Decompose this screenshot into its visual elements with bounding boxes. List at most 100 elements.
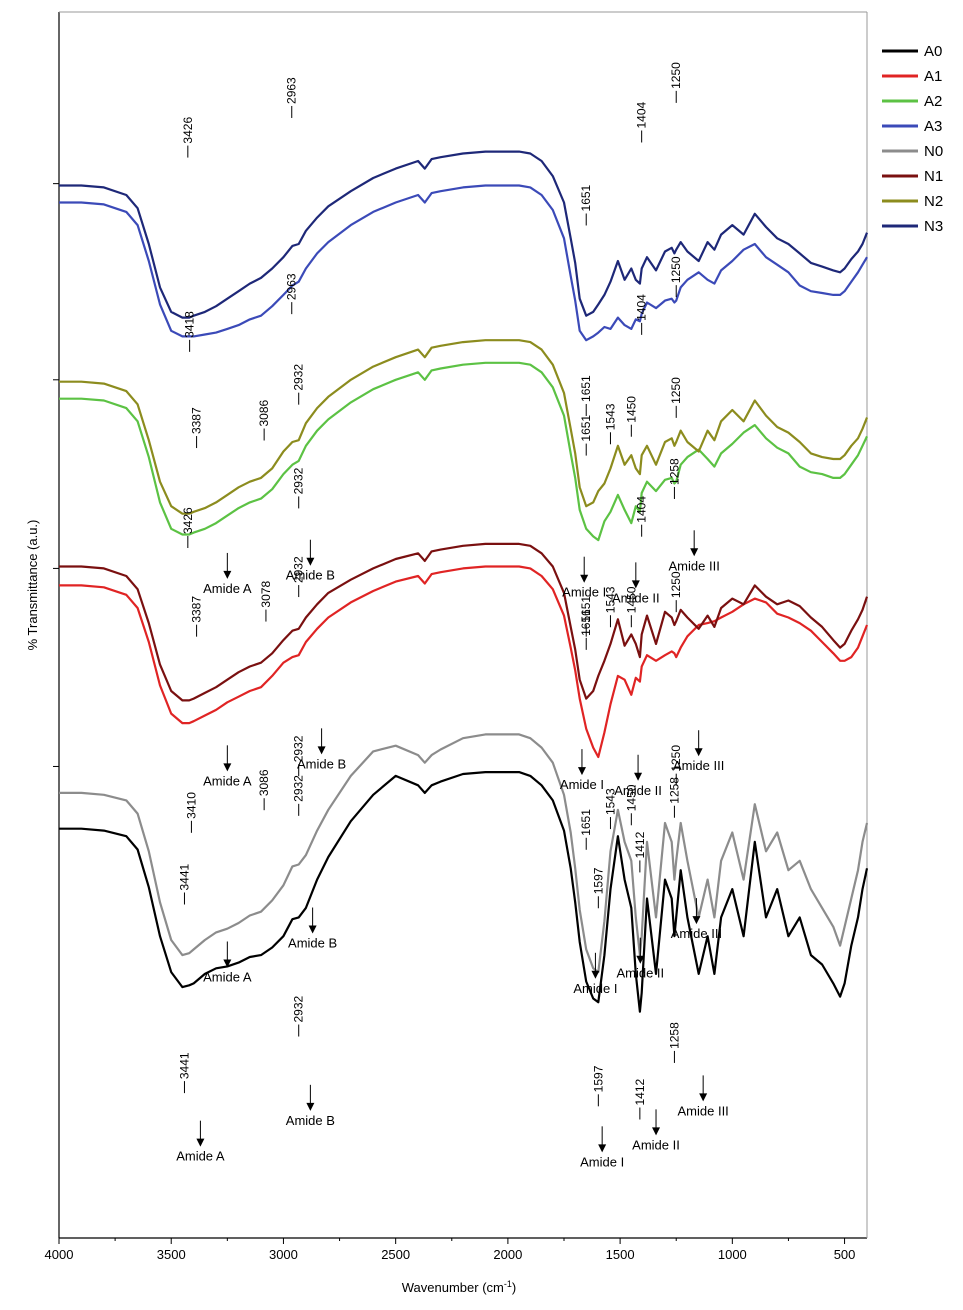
peak-label: 1250 <box>669 571 683 598</box>
amide-arrow-head <box>306 557 315 566</box>
amide-label: Amide I <box>562 585 606 600</box>
x-axis-title: Wavenumber (cm-1) <box>402 1279 516 1295</box>
series-line-n2 <box>59 339 869 515</box>
amide-label: Amide III <box>669 558 720 573</box>
peak-label: 1450 <box>624 586 638 613</box>
x-tick-label: 2500 <box>381 1247 410 1262</box>
legend-label-n2: N2 <box>924 193 943 210</box>
peak-label: 1404 <box>635 294 649 321</box>
x-tick-label: 2000 <box>493 1247 522 1262</box>
amide-label: Amide I <box>580 1154 624 1169</box>
peak-label: 1258 <box>667 458 681 485</box>
legend-label-a1: A1 <box>924 68 942 85</box>
peak-label: 1412 <box>633 831 647 858</box>
peak-label: 1651 <box>579 596 593 623</box>
series-line-a1 <box>59 565 869 759</box>
legend: A0 A1 A2 A3 N0 N1 N2 N3 <box>882 43 943 235</box>
peak-label: 2963 <box>285 273 299 300</box>
peak-label: 1258 <box>667 777 681 804</box>
series-layer <box>59 150 869 1013</box>
y-axis-title: % Transmittance (a.u.) <box>25 520 40 651</box>
peak-label: 1651 <box>579 184 593 211</box>
legend-label-n1: N1 <box>924 168 943 185</box>
x-tick-label: 4000 <box>45 1247 74 1262</box>
series-line-n1 <box>59 542 869 702</box>
legend-label-n0: N0 <box>924 143 943 160</box>
peak-label: 1412 <box>633 1078 647 1105</box>
amide-label: Amide A <box>176 1149 225 1164</box>
peak-label: 3426 <box>181 117 195 144</box>
peak-label: 2932 <box>292 364 306 391</box>
axes: 4000 3500 3000 2500 2000 1500 1000 500 <box>45 11 868 1262</box>
amide-arrow-head <box>580 574 589 583</box>
series-line-n3 <box>59 150 869 319</box>
peak-label: 1250 <box>669 377 683 404</box>
amide-label: Amide II <box>632 1137 680 1152</box>
amide-arrow-head <box>598 1144 607 1153</box>
amide-label: Amide B <box>288 936 337 951</box>
x-tick-label: 3500 <box>157 1247 186 1262</box>
peak-label: 2932 <box>292 775 306 802</box>
peak-label: 1543 <box>603 788 617 815</box>
peak-label: 2932 <box>292 735 306 762</box>
amide-label: Amide A <box>203 969 252 984</box>
amide-arrow-head <box>223 959 232 968</box>
amide-arrow-head <box>577 767 586 776</box>
amide-label: Amide II <box>614 783 662 798</box>
peak-label: 1450 <box>624 396 638 423</box>
peak-label: 3418 <box>183 311 197 338</box>
amide-arrow-head <box>308 925 317 934</box>
amide-arrow-head <box>196 1138 205 1147</box>
peak-label: 1597 <box>591 867 605 894</box>
peak-label: 3441 <box>177 863 191 890</box>
amide-label: Amide I <box>560 777 604 792</box>
amide-arrow-head <box>634 772 643 781</box>
amide-arrow-head <box>636 955 645 964</box>
amide-label: Amide II <box>612 590 660 605</box>
x-tick-label: 1000 <box>718 1247 747 1262</box>
amide-label: Amide III <box>671 926 722 941</box>
amide-label: Amide III <box>678 1103 729 1118</box>
series-line-a2 <box>59 361 868 542</box>
peak-label: 1651 <box>579 415 593 442</box>
peak-label: 2932 <box>292 467 306 494</box>
peak-label: 1651 <box>579 809 593 836</box>
amide-arrow-head <box>692 916 701 925</box>
peak-label: 2963 <box>285 77 299 104</box>
peak-label: 3410 <box>184 792 198 819</box>
legend-label-n3: N3 <box>924 218 943 235</box>
amide-arrow-head <box>306 1102 315 1111</box>
amide-arrow-head <box>223 763 232 772</box>
series-line-a3 <box>59 184 868 342</box>
peak-label: 3387 <box>190 407 204 434</box>
amide-label: Amide III <box>673 758 724 773</box>
amide-arrow-head <box>591 970 600 979</box>
x-tick-label: 500 <box>834 1247 856 1262</box>
amide-arrow-head <box>652 1127 661 1136</box>
amide-arrow-head <box>699 1093 708 1102</box>
amide-label: Amide I <box>573 981 617 996</box>
peak-label: 1404 <box>635 101 649 128</box>
peak-label: 3078 <box>259 581 273 608</box>
amide-arrow-head <box>631 580 640 589</box>
peak-label: 1258 <box>667 1022 681 1049</box>
amide-arrow-head <box>690 548 699 557</box>
peak-label: 3441 <box>177 1052 191 1079</box>
amide-label: Amide A <box>203 581 252 596</box>
amide-label: Amide B <box>297 756 346 771</box>
peak-label: 1543 <box>603 586 617 613</box>
peak-annotations: 3426 2963 1651 1404 1250 3387 3086 2932 1651 1543… <box>177 62 683 1120</box>
legend-label-a2: A2 <box>924 93 942 110</box>
amide-arrow-head <box>223 570 232 579</box>
amide-annotations: Amide A Amide B Amide I Amide II Amide III Am… <box>176 530 729 1169</box>
series-line-n0 <box>59 733 869 974</box>
peak-label: 1651 <box>579 609 593 636</box>
x-tick-label: 3000 <box>269 1247 298 1262</box>
amide-label: Amide A <box>203 773 252 788</box>
legend-label-a3: A3 <box>924 118 942 135</box>
amide-label: Amide B <box>286 568 335 583</box>
amide-label: Amide B <box>286 1113 335 1128</box>
legend-label-a0: A0 <box>924 43 942 60</box>
